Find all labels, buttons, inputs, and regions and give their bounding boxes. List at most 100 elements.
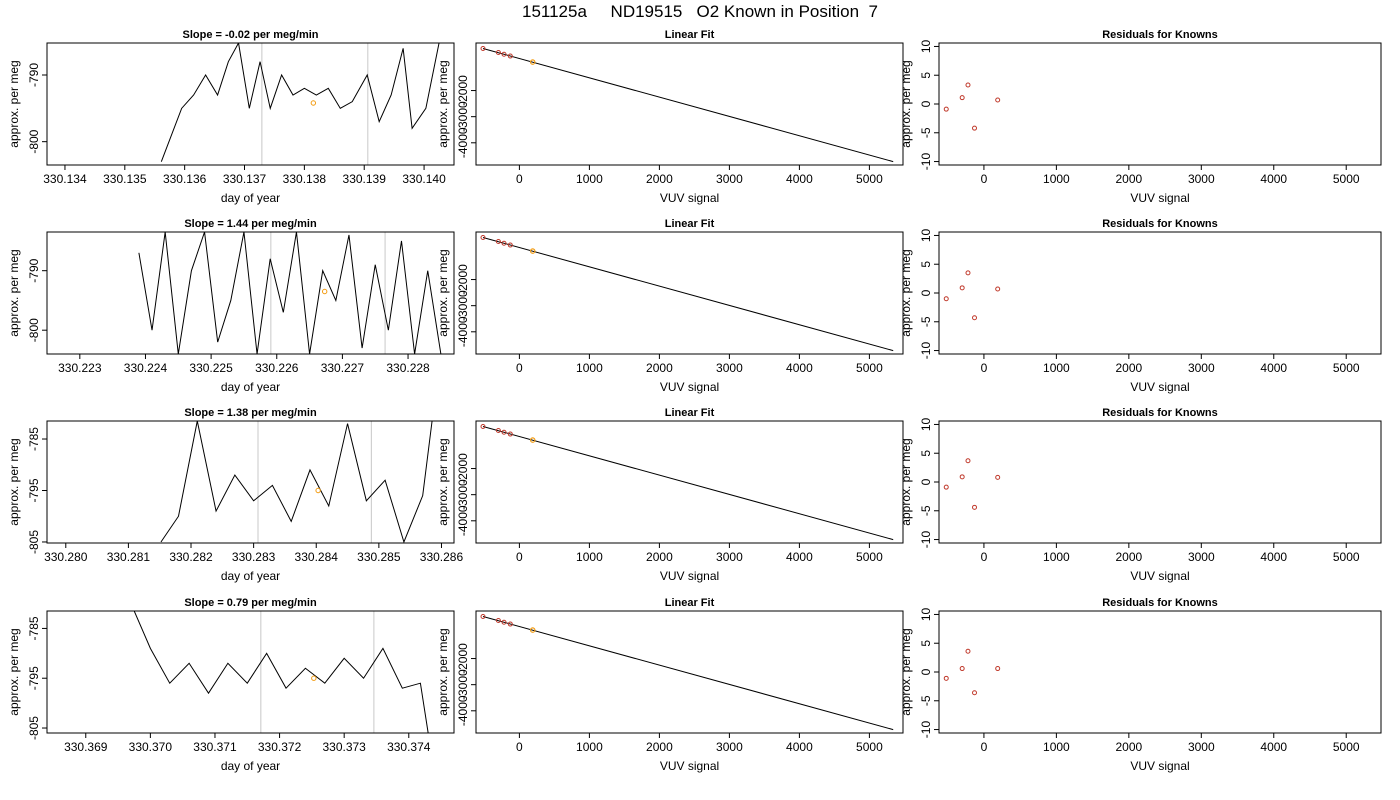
panel-scatter-r1c2: Residuals for Knowns 0 1000 2000 3000 4000 500… xyxy=(899,218,1382,394)
plot-frame xyxy=(46,42,455,166)
x-tick-label: 330.281 xyxy=(107,550,151,564)
x-tick-label: 330.284 xyxy=(295,550,339,564)
plot-area xyxy=(943,82,1001,131)
panel-title: Linear Fit xyxy=(665,218,715,230)
x-tick-label: 0 xyxy=(516,740,523,754)
plot-area xyxy=(480,234,894,352)
current-point xyxy=(529,437,536,443)
known-point xyxy=(965,82,971,88)
x-tick-label: 330.139 xyxy=(343,172,387,186)
x-tick-label: 330.223 xyxy=(58,361,102,375)
known-point xyxy=(959,95,965,101)
known-point xyxy=(959,285,965,291)
x-tick-label: 330.372 xyxy=(258,740,302,754)
y-axis-label: approx. per meg xyxy=(436,628,450,715)
x-tick-label: 330.286 xyxy=(420,550,464,564)
plot-area xyxy=(480,45,894,163)
plot-area xyxy=(943,458,1001,510)
x-axis-label: day of year xyxy=(221,380,280,394)
y-tick-label: -5 xyxy=(919,695,933,706)
y-tick-label: -785 xyxy=(27,427,41,451)
panel-title: Slope = 1.38 per meg/min xyxy=(184,407,317,419)
y-tick-label: -790 xyxy=(27,258,41,282)
panel-title: Residuals for Knowns xyxy=(1102,407,1218,419)
x-axis-label: day of year xyxy=(221,191,280,205)
x-tick-label: 1000 xyxy=(576,361,603,375)
known-point xyxy=(501,619,507,625)
known-point xyxy=(501,51,507,57)
x-axis-label: VUV signal xyxy=(1130,759,1189,773)
x-tick-label: 3000 xyxy=(1188,172,1215,186)
plot-frame xyxy=(475,420,904,544)
x-tick-label: 5000 xyxy=(1333,361,1360,375)
x-axis-label: VUV signal xyxy=(660,191,719,205)
known-point xyxy=(972,315,978,321)
y-tick-label: -4000 xyxy=(456,127,470,158)
known-point xyxy=(480,234,486,240)
known-point xyxy=(507,242,513,248)
known-point xyxy=(495,50,501,56)
plot-frame xyxy=(46,231,455,355)
panel-title: Slope = 0.79 per meg/min xyxy=(184,597,317,609)
y-tick-label: 10 xyxy=(919,39,933,53)
known-point xyxy=(495,428,501,434)
y-tick-label: -5 xyxy=(919,127,933,138)
x-tick-label: 330.285 xyxy=(357,550,401,564)
y-axis-label: approx. per meg xyxy=(7,60,21,147)
x-tick-label: 330.225 xyxy=(189,361,233,375)
x-tick-label: 5000 xyxy=(1333,550,1360,564)
fit-line xyxy=(482,237,894,352)
x-tick-label: 5000 xyxy=(856,361,883,375)
x-tick-label: 2000 xyxy=(646,172,673,186)
x-tick-label: 330.224 xyxy=(124,361,168,375)
y-tick-label: -5 xyxy=(919,505,933,516)
panel-title: Residuals for Knowns xyxy=(1102,597,1218,609)
x-tick-label: 1000 xyxy=(576,740,603,754)
y-tick-label: 10 xyxy=(919,228,933,242)
x-tick-label: 1000 xyxy=(576,550,603,564)
x-tick-label: 330.370 xyxy=(129,740,173,754)
y-tick-label: -3000 xyxy=(456,479,470,510)
x-axis-label: VUV signal xyxy=(1130,569,1189,583)
x-tick-label: 3000 xyxy=(1188,361,1215,375)
current-point xyxy=(529,627,536,633)
mean-point xyxy=(310,100,317,106)
x-axis-label: day of year xyxy=(221,569,280,583)
plot-frame xyxy=(938,42,1382,166)
mean-point xyxy=(315,487,321,494)
panel-scatter-r1c1: Linear Fit 0 1000 2000 3000 4000 5000 VUV signa… xyxy=(436,218,904,394)
x-tick-label: 2000 xyxy=(1115,550,1142,564)
y-tick-label: -10 xyxy=(919,153,933,171)
x-tick-label: 1000 xyxy=(1043,550,1070,564)
x-tick-label: 1000 xyxy=(576,172,603,186)
known-point xyxy=(972,690,978,696)
x-tick-label: 4000 xyxy=(786,740,813,754)
panel-title: Slope = 1.44 per meg/min xyxy=(184,218,317,230)
panel-scatter-r0c2: Residuals for Knowns 0 1000 2000 3000 4000 500… xyxy=(899,29,1382,205)
x-tick-label: 0 xyxy=(981,740,988,754)
known-point xyxy=(507,53,513,59)
plot-frame xyxy=(938,231,1382,355)
x-tick-label: 5000 xyxy=(856,740,883,754)
y-tick-label: -2000 xyxy=(456,75,470,106)
x-tick-label: 0 xyxy=(981,361,988,375)
known-point xyxy=(995,474,1001,480)
x-tick-label: 330.136 xyxy=(163,172,207,186)
current-point xyxy=(529,248,536,254)
mean-point xyxy=(321,288,328,295)
known-point xyxy=(965,648,971,654)
x-axis-label: VUV signal xyxy=(660,569,719,583)
y-tick-label: -3000 xyxy=(456,101,470,132)
panel-line-r1c0: Slope = 1.44 per meg/min 330.223 330.224 33… xyxy=(7,218,455,394)
x-tick-label: 330.227 xyxy=(321,361,365,375)
fit-line xyxy=(482,48,894,163)
x-tick-label: 3000 xyxy=(1188,740,1215,754)
y-tick-label: -2000 xyxy=(456,264,470,295)
y-tick-label: -2000 xyxy=(456,453,470,484)
y-axis-label: approx. per meg xyxy=(7,628,21,715)
x-tick-label: 2000 xyxy=(1115,172,1142,186)
x-tick-label: 4000 xyxy=(1260,361,1287,375)
y-tick-label: 10 xyxy=(919,417,933,431)
panel-scatter-r0c1: Linear Fit 0 1000 2000 3000 4000 5000 VUV signa… xyxy=(436,29,904,205)
